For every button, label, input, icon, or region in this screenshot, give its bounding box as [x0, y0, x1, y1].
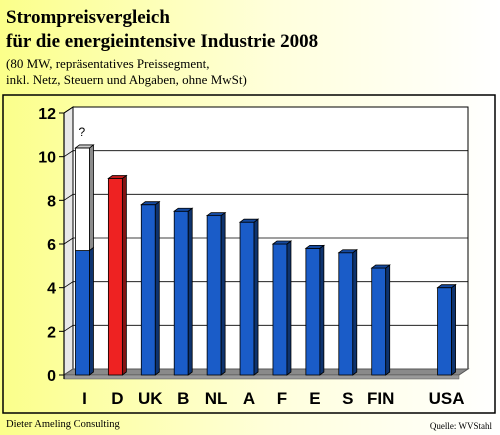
- bar-E-top: [304, 244, 326, 249]
- x-tick-label: I: [82, 389, 87, 408]
- bar-UK: [140, 200, 161, 376]
- bar-B-front: [173, 210, 189, 376]
- gridline: [63, 150, 468, 157]
- bar-FIN-front: [371, 267, 387, 376]
- x-tick-label: D: [111, 389, 123, 408]
- y-tick-label: 12: [38, 106, 56, 123]
- bar-I-upper: [74, 144, 95, 252]
- x-tick-label: USA: [429, 389, 465, 408]
- x-tick-label: S: [342, 389, 353, 408]
- bar-NL: [205, 211, 227, 376]
- bar-B: [173, 207, 194, 376]
- gridline: [63, 193, 468, 201]
- bar-D: [107, 174, 128, 376]
- bar-A-front: [239, 221, 255, 376]
- bar-FIN-side: [385, 264, 391, 376]
- x-tick-label: FIN: [367, 389, 394, 408]
- bar-I-upper-top: [74, 144, 95, 149]
- x-tick-label: NL: [205, 389, 228, 408]
- bar-NL-top: [205, 212, 227, 217]
- bar-S-side: [352, 248, 358, 376]
- bar-D-top: [107, 175, 128, 179]
- x-tick-label: F: [277, 389, 287, 408]
- bar-USA-front: [437, 287, 452, 376]
- bar-F-top: [271, 240, 293, 245]
- gridline: [63, 106, 468, 114]
- y-tick-label: 6: [47, 237, 56, 254]
- bar-I-lower-side: [89, 246, 94, 376]
- x-tick-label: E: [309, 389, 320, 408]
- bar-D-side: [121, 174, 127, 376]
- footer-source: Quelle: WVStahl: [429, 421, 492, 431]
- chart-title-line2: für die energieintensive Industrie 2008: [6, 31, 319, 52]
- bar-USA-top: [436, 284, 457, 289]
- gridline: [63, 237, 468, 245]
- bar-S-top: [337, 249, 358, 254]
- footer-credit: Dieter Ameling Consulting: [6, 419, 120, 430]
- bar-UK-front: [140, 204, 156, 376]
- floor-edge: [63, 374, 460, 380]
- y-tick-label: 8: [47, 193, 56, 210]
- x-tick-label: UK: [138, 389, 163, 408]
- bar-F: [271, 240, 293, 376]
- chart-subtitle: (80 MW, repräsentatives Preissegment,: [6, 56, 210, 71]
- bar-A: [238, 218, 260, 376]
- bar-S: [337, 248, 358, 376]
- bar-I-upper-front: [75, 147, 90, 251]
- bar-B-side: [187, 207, 193, 376]
- bar-I-upper-side: [89, 144, 94, 252]
- bar-NL-side: [220, 211, 226, 376]
- chart-title: Strompreisvergleich: [6, 7, 170, 28]
- bar-NL-front: [206, 215, 222, 376]
- y-tick-label: 10: [38, 150, 56, 167]
- bar-UK-top: [140, 201, 161, 206]
- bar-S-front: [338, 252, 354, 376]
- x-tick-label: B: [177, 389, 189, 408]
- x-tick-label: A: [243, 389, 255, 408]
- bar-A-side: [253, 218, 259, 376]
- bar-E-front: [305, 247, 321, 376]
- bar-E: [304, 244, 326, 376]
- bar-A-top: [238, 218, 260, 223]
- bar-FIN-top: [370, 264, 391, 269]
- bar-I-lower: [75, 250, 90, 376]
- bar-F-side: [286, 240, 292, 376]
- bar-FIN: [370, 264, 391, 376]
- gridline: [63, 324, 468, 332]
- bar-B-top: [173, 207, 194, 212]
- y-tick-label: 4: [47, 281, 56, 298]
- bar-annotation: ?: [78, 125, 85, 139]
- bar-D-front: [107, 178, 123, 376]
- y-tick-label: 2: [47, 324, 56, 341]
- chart-frame: [2, 94, 496, 414]
- y-tick-label: 0: [47, 368, 56, 385]
- bar-USA-side: [451, 283, 456, 376]
- bar-UK-side: [154, 200, 160, 376]
- chart-subtitle-line2: inkl. Netz, Steuern und Abgaben, ohne Mw…: [6, 72, 247, 87]
- bar-F-front: [272, 243, 288, 376]
- bar-USA: [436, 283, 457, 376]
- bar-E-side: [319, 244, 325, 376]
- gridline: [63, 281, 468, 288]
